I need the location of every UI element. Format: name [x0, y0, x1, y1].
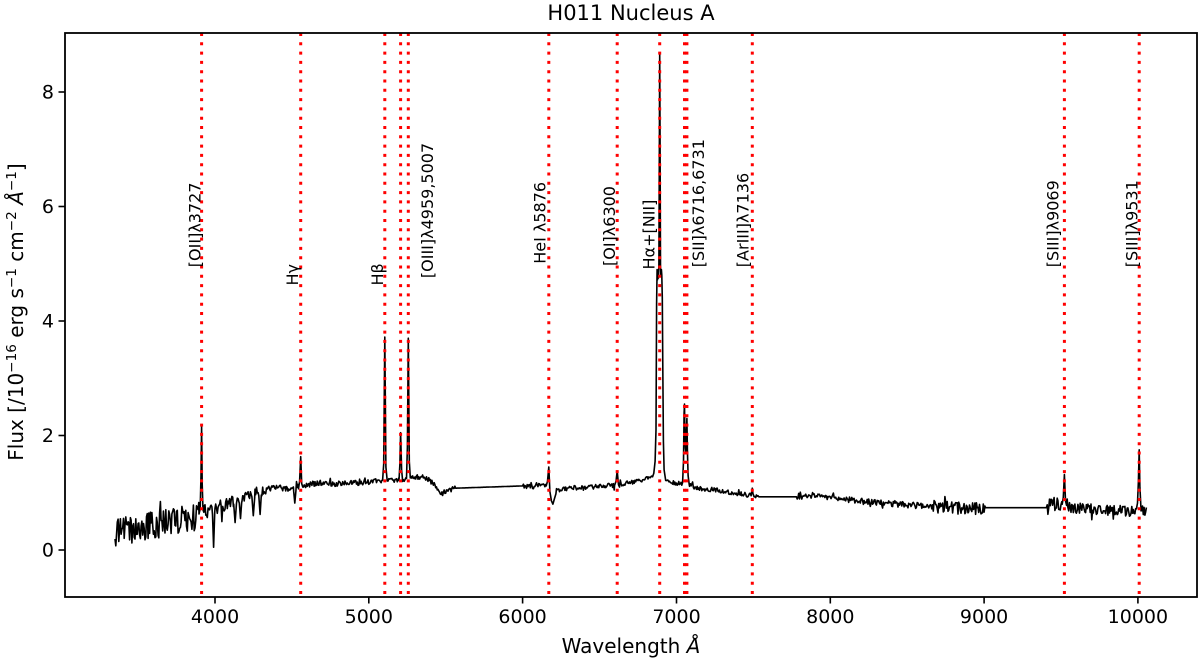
x-tick-label: 10000 — [1108, 606, 1168, 628]
emission-line-label: [ArIII]λ7136 — [733, 173, 752, 267]
x-tick-label: 8000 — [806, 606, 854, 628]
y-tick-label: 4 — [42, 311, 54, 333]
x-tick-label: 6000 — [498, 606, 546, 628]
x-tick-label: 9000 — [960, 606, 1008, 628]
y-tick-label: 6 — [42, 196, 54, 218]
emission-line-label: Hβ — [368, 263, 387, 285]
x-axis-label: Wavelength Å — [561, 634, 701, 658]
emission-line-label: [OII]λ3727 — [186, 182, 205, 267]
emission-line-label: [OIII]λ4959,5007 — [418, 143, 437, 278]
emission-line-label: HeI λ5876 — [530, 182, 549, 264]
x-tick-label: 7000 — [652, 606, 700, 628]
emission-line-label: Hγ — [283, 264, 302, 286]
x-tick-label: 4000 — [191, 606, 239, 628]
emission-line-label: Hα+[NII] — [640, 200, 659, 270]
spectrum-line — [114, 54, 1148, 548]
y-tick-label: 2 — [42, 425, 54, 447]
emission-line-label: [SIII]λ9531 — [1122, 180, 1141, 267]
y-tick-label: 8 — [42, 82, 54, 104]
emission-line-label: [OI]λ6300 — [600, 186, 619, 266]
y-tick-label: 0 — [42, 540, 54, 562]
plot-frame — [64, 32, 1198, 598]
emission-line-label: [SIII]λ9069 — [1044, 180, 1063, 267]
chart-title: H011 Nucleus A — [547, 1, 715, 25]
x-tick-label: 5000 — [345, 606, 393, 628]
emission-line-label: [SII]λ6716,6731 — [689, 139, 708, 267]
y-axis-label: Flux [/10−16 erg s−1 cm−2 Å−1] — [3, 163, 29, 461]
